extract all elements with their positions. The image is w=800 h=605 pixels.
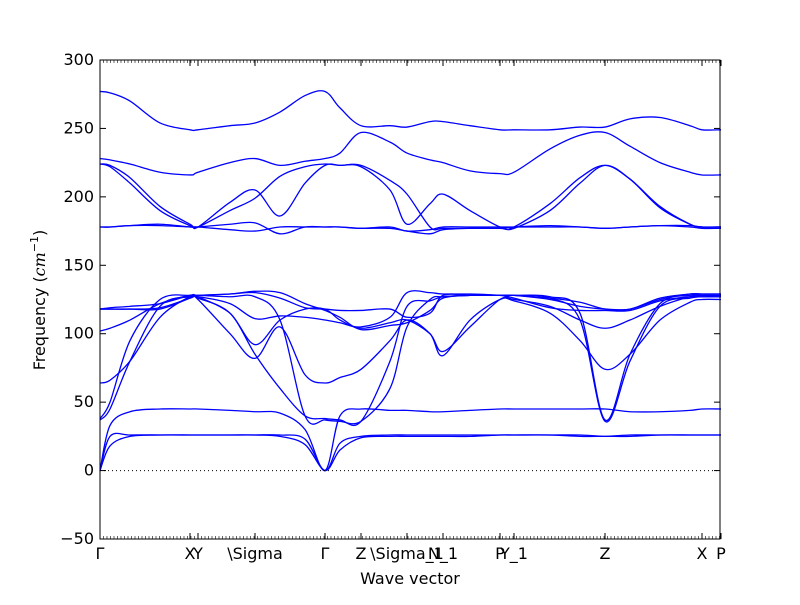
x-axis-label: Wave vector xyxy=(360,569,460,588)
x-tick-label: P xyxy=(716,544,726,563)
y-tick-label: 250 xyxy=(63,118,94,137)
y-axis-label: Frequency (cm−1) xyxy=(28,230,49,371)
dispersion-branch-10 xyxy=(100,290,721,328)
y-tick-label: −50 xyxy=(60,529,94,548)
x-tick-label: P xyxy=(495,544,505,563)
x-tick-label: Z xyxy=(600,544,611,563)
dispersion-branch-3 xyxy=(99,408,722,472)
dispersion-branch-16 xyxy=(99,90,722,132)
y-axis-label-exp: −1 xyxy=(28,236,41,252)
y-axis-label-close: ) xyxy=(30,230,49,236)
y-tick-label: 0 xyxy=(84,461,94,480)
x-tick-label: Y xyxy=(192,544,203,563)
dispersion-branch-9 xyxy=(99,290,721,331)
dispersion-branch-14 xyxy=(99,163,722,231)
y-tick-layer: −50 0 50 100 150 200 250 300 xyxy=(60,50,720,548)
y-tick-label: 100 xyxy=(63,324,94,343)
plot-frame xyxy=(99,59,721,540)
x-tick-label: \Sigma_1 xyxy=(370,544,444,564)
y-tick-label: 300 xyxy=(63,50,94,69)
x-tick-label: Z xyxy=(356,544,367,563)
x-tick-label: Γ xyxy=(321,544,330,563)
dispersion-branch-2 xyxy=(99,432,721,472)
x-tick-label: \Sigma xyxy=(227,544,283,563)
y-axis-label-unit: cm xyxy=(30,252,49,276)
x-tick-label: X xyxy=(185,544,196,563)
x-tick-label: X xyxy=(697,544,708,563)
x-tick-layer: Γ XY \Sigma Γ Z \Sigma_1N_1 PY_1 Z X P xyxy=(96,60,726,564)
plot-area xyxy=(100,60,720,539)
x-tick-label: N_1 xyxy=(428,544,458,564)
y-tick-label: 200 xyxy=(63,187,94,206)
y-axis-label-text: Frequency ( xyxy=(30,276,49,370)
dispersion-branch-15 xyxy=(99,131,722,176)
x-tick-label: Y_1 xyxy=(499,544,528,564)
x-tick-label: Γ xyxy=(96,544,105,563)
y-tick-label: 50 xyxy=(74,392,94,411)
series-layer xyxy=(99,90,722,472)
y-tick-label: 150 xyxy=(63,255,94,274)
